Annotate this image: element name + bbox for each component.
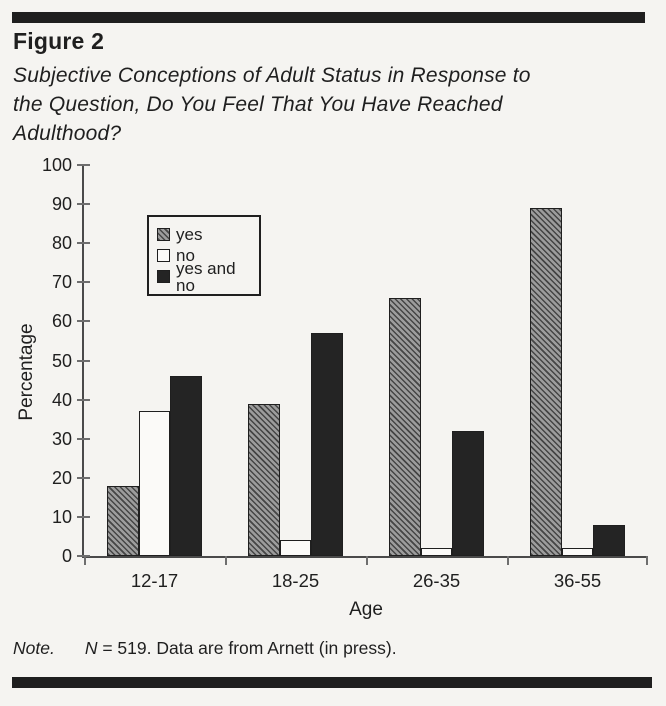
y-tick-70	[77, 281, 90, 284]
x-tick-3	[507, 556, 509, 565]
figure-label: Figure 2	[13, 28, 105, 54]
y-tick-40	[77, 398, 90, 401]
legend-swatch-yes-and-no-icon	[157, 270, 170, 283]
x-category-label-26-35: 26-35	[412, 570, 461, 591]
note-text: = 519. Data are from Arnett (in press).	[102, 638, 397, 658]
legend-item-no: no	[157, 245, 251, 266]
x-tick-0	[84, 556, 86, 565]
note-n-symbol: N	[84, 638, 98, 658]
figure-title-line-2: the Question, Do You Feel That You Have …	[13, 93, 503, 116]
y-tick-label-40: 40	[51, 389, 72, 410]
legend-item-yes-and-no: yes and no	[157, 260, 251, 294]
figure-note: Note. N = 519. Data are from Arnett (in p…	[13, 637, 397, 659]
bar-yes-18-25	[248, 403, 280, 556]
y-tick-50	[77, 359, 90, 362]
y-tick-label-20: 20	[51, 467, 72, 488]
y-tick-100	[77, 164, 90, 166]
y-tick-label-80: 80	[51, 233, 72, 254]
legend-swatch-yes-icon	[157, 228, 170, 241]
x-category-label-18-25: 18-25	[271, 570, 320, 591]
y-tick-10	[77, 515, 90, 518]
figure-title-line-1: Subjective Conceptions of Adult Status i…	[13, 64, 531, 87]
x-category-label-12-17: 12-17	[130, 570, 179, 591]
legend-item-yes: yes	[157, 224, 251, 245]
bar-yes-and-no-26-35	[452, 430, 484, 556]
figure-title-line-3: Adulthood?	[13, 122, 122, 145]
legend-label-yes: yes	[176, 225, 203, 244]
bar-no-36-55	[561, 548, 594, 556]
legend-swatch-no-icon	[157, 249, 170, 262]
y-tick-label-10: 10	[51, 506, 72, 527]
bar-no-26-35	[420, 548, 453, 556]
y-tick-20	[77, 476, 90, 479]
bar-yes-12-17	[107, 485, 139, 556]
y-tick-label-60: 60	[51, 311, 72, 332]
bar-yes-and-no-12-17	[170, 376, 202, 556]
bar-no-12-17	[138, 411, 171, 556]
y-tick-30	[77, 437, 90, 440]
top-rule	[12, 12, 645, 23]
y-tick-label-30: 30	[51, 428, 72, 449]
x-category-label-36-55: 36-55	[553, 570, 602, 591]
bottom-rule	[12, 677, 652, 688]
note-body: N = 519. Data are from Arnett (in press)…	[55, 638, 397, 658]
bar-yes-and-no-36-55	[593, 524, 625, 556]
bar-yes-36-55	[530, 208, 562, 556]
bar-yes-26-35	[389, 297, 421, 556]
y-tick-label-70: 70	[51, 272, 72, 293]
note-label: Note.	[13, 638, 55, 658]
figure-title: Subjective Conceptions of Adult Status i…	[13, 61, 531, 148]
y-tick-label-100: 100	[41, 155, 72, 175]
plot-area: yes no yes and no Age 0 10 20 30 40 50 60 70 80 9…	[42, 155, 648, 620]
x-tick-2	[366, 556, 368, 565]
bar-no-18-25	[279, 540, 312, 556]
legend: yes no yes and no	[147, 215, 261, 296]
y-tick-label-90: 90	[51, 194, 72, 215]
y-tick-90	[77, 203, 90, 206]
y-tick-80	[77, 242, 90, 245]
y-tick-label-0: 0	[61, 546, 72, 566]
legend-label-yes-and-no: yes and no	[176, 258, 236, 295]
y-tick-0	[77, 555, 90, 557]
bar-yes-and-no-18-25	[311, 333, 343, 556]
x-axis-title: Age	[349, 599, 383, 620]
legend-label-no: no	[176, 246, 195, 265]
x-tick-1	[225, 556, 227, 565]
y-tick-60	[77, 320, 90, 323]
y-tick-label-50: 50	[51, 350, 72, 371]
x-tick-4	[646, 556, 648, 565]
